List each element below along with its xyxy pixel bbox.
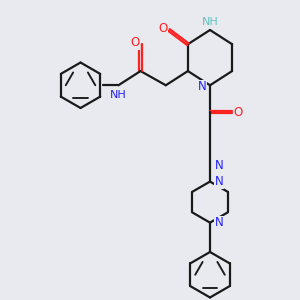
Text: N: N	[214, 159, 223, 172]
Text: NH: NH	[110, 90, 126, 100]
Text: NH: NH	[202, 17, 218, 27]
Text: N: N	[214, 216, 223, 229]
Text: O: O	[159, 22, 168, 35]
Text: N: N	[198, 80, 206, 93]
Text: O: O	[233, 106, 242, 118]
Text: O: O	[130, 36, 140, 49]
Text: N: N	[214, 175, 223, 188]
